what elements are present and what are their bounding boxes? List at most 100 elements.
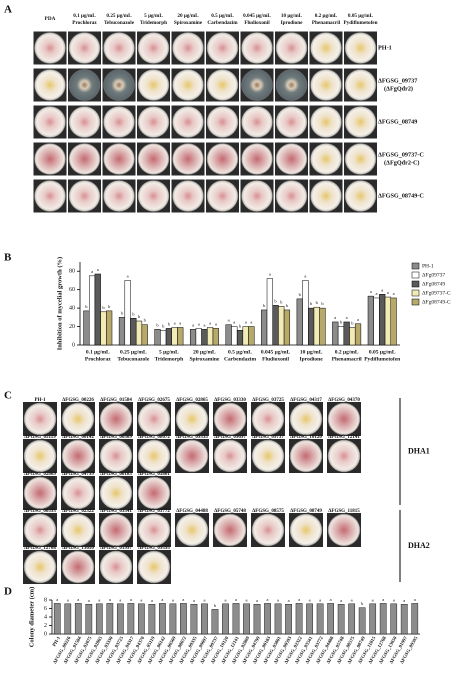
column-concentration: 0.05 μg/mL [348,13,374,19]
bar [243,603,250,635]
strain-label: ΔFGSG_04370 [328,398,360,403]
significance-letter: a [269,272,271,277]
significance-letter: a [277,597,279,602]
dish [275,180,308,212]
strain-label: ΔFGSG_00593 [24,509,56,514]
bar [411,603,419,635]
bar [177,327,184,346]
dish [99,439,133,473]
bar [141,324,148,346]
dish [206,180,239,212]
significance-letter: a [182,597,184,602]
significance-letter: b [316,300,319,305]
bar [53,603,61,635]
significance-letter: b [108,304,111,309]
significance-letter: a [203,322,205,327]
dish [289,439,323,473]
dish [310,143,342,175]
significance-letter: b [162,323,165,328]
dish [344,143,377,175]
significance-letter: a [340,598,342,603]
dish [310,106,342,138]
significance-letter: a [357,317,359,322]
significance-letter: a [203,597,205,602]
dish [310,180,342,212]
bar [130,318,137,346]
y-tick-label: 2 [44,623,47,629]
strain-label: ΔFGSG_09335 [176,435,208,440]
dish [251,513,285,547]
bar [135,320,143,346]
dish [251,402,285,436]
dish [34,69,66,101]
x-tick-label: Fludioxonil [262,356,289,362]
bar [348,603,356,635]
strain-label: ΔFGSG_06569 [100,435,132,440]
dish [68,69,101,101]
bar [379,603,387,635]
bar [154,329,161,346]
strain-label: ΔFGSG_13650 [62,546,94,551]
bar [248,326,255,346]
significance-letter: a [235,597,237,602]
x-tick-label: Phenamacril [332,356,362,362]
dish [34,143,66,175]
strain-label: ΔFGSG_05748 [214,509,246,514]
dish [175,402,209,436]
dish [289,513,323,547]
significance-letter: a [246,597,248,602]
dish [103,180,135,212]
significance-letter: b [138,314,141,319]
significance-letter: a [334,315,336,320]
significance-letter: a [376,291,378,296]
dish [103,143,135,175]
significance-letter: b [361,601,364,606]
row-label: ΔFGSG_08749-C [378,192,424,199]
bar [337,326,345,346]
dish [61,402,95,436]
dish [99,513,133,547]
strain-label: ΔFGSG_02322 [62,509,94,514]
group-label: DHA2 [408,541,430,550]
bar [264,603,271,635]
legend-swatch [411,280,420,288]
dish [61,476,95,510]
dish [23,550,57,584]
bar [127,603,135,635]
bar [316,603,324,635]
significance-letter: a [319,597,321,602]
bar [242,326,249,346]
x-tick-label: PH-1 [52,636,62,648]
significance-letter: a [140,597,142,602]
significance-letter: b [85,304,88,309]
bar [390,297,397,346]
bar [390,603,398,635]
y-tick-label: 4 [44,614,47,620]
bar [85,604,93,635]
column-concentration: 0.2 μg/mL [315,13,338,19]
significance-letter: b [286,303,289,308]
dish [137,513,171,547]
bar [236,329,244,346]
strain-label: ΔFGSG_10120 [290,435,322,440]
strain-label: ΔFGSG_02869 [24,472,56,477]
dish [137,439,171,473]
row-sublabel: (ΔFgQdr2) [384,85,413,92]
dish [327,513,361,547]
dish [206,143,239,175]
significance-letter: a [233,320,235,325]
dish [241,180,273,212]
bar [83,310,90,346]
bar [95,603,103,635]
bar [189,329,197,346]
x-tick-label: Iprodione [300,356,324,362]
x-tick-concentration: 0.5 μg/mL [228,349,252,355]
x-tick-concentration: 5 μg/mL [159,349,179,355]
bar [116,603,124,635]
strain-label: ΔFGSG_04317 [290,398,322,403]
dish [206,106,239,138]
dish [241,106,273,138]
bar [308,307,315,346]
significance-letter: b [263,303,266,308]
bar [106,603,114,635]
